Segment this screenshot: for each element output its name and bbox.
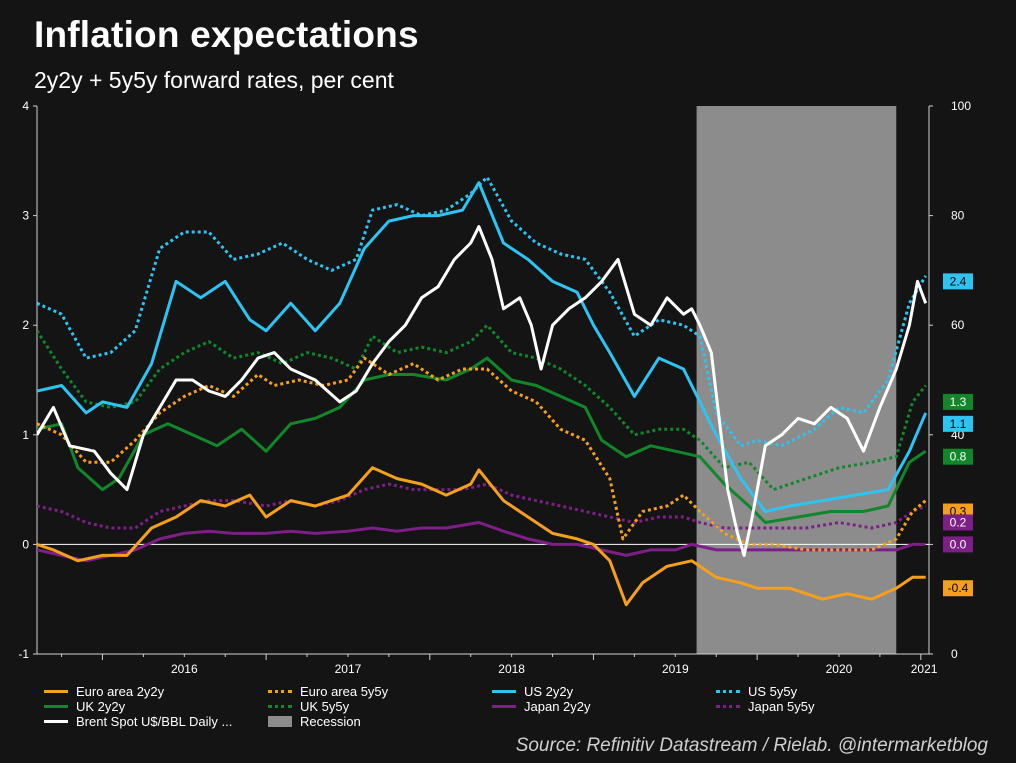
legend-label: Japan 2y2y: [524, 699, 591, 714]
y-left-tick-label: 2: [22, 318, 29, 332]
legend-label: Euro area 5y5y: [300, 684, 389, 699]
end-value-label: 0.8: [943, 448, 973, 465]
chart-title: Inflation expectations: [34, 14, 419, 55]
svg-text:0.8: 0.8: [950, 450, 967, 464]
x-tick-label: 2018: [498, 662, 525, 676]
legend-label: US 5y5y: [748, 684, 798, 699]
y-right-tick-label: 60: [951, 318, 965, 332]
legend-item: Euro area 5y5y: [268, 684, 388, 699]
end-value-label: 0.0: [943, 536, 973, 553]
end-value-label: 2.4: [943, 273, 973, 290]
legend-label: US 2y2y: [524, 684, 574, 699]
legend-label: Brent Spot U$/BBL Daily ...: [76, 714, 233, 729]
legend-item: Euro area 2y2y: [44, 684, 164, 699]
y-left-tick-label: 1: [22, 428, 29, 442]
end-value-label: -0.4: [943, 580, 973, 597]
legend-swatch: [492, 690, 516, 693]
legend-label: Recession: [300, 714, 361, 729]
y-left-tick-label: 4: [22, 99, 29, 113]
legend-swatch: [268, 716, 292, 727]
svg-text:0.2: 0.2: [950, 515, 967, 529]
legend-swatch: [44, 720, 68, 723]
y-right-tick-label: 0: [951, 647, 958, 661]
x-tick-label: 2021: [911, 662, 938, 676]
legend-item: UK 2y2y: [44, 699, 125, 714]
svg-text:2.4: 2.4: [950, 274, 967, 288]
end-value-label: 1.1: [943, 415, 973, 432]
legend-label: UK 5y5y: [300, 699, 350, 714]
legend-item: Japan 5y5y: [716, 699, 815, 714]
us-5y5y-line: [37, 175, 927, 448]
legend-swatch: [492, 705, 516, 708]
legend-swatch: [44, 705, 68, 708]
svg-text:0.0: 0.0: [950, 537, 967, 551]
euro-area-2y2y-line: [37, 466, 926, 607]
end-value-label: 1.3: [943, 393, 973, 410]
legend-item: Brent Spot U$/BBL Daily ...: [44, 714, 232, 729]
legend-swatch: [268, 705, 292, 708]
chart-subtitle: 2y2y + 5y5y forward rates, per cent: [34, 67, 394, 93]
legend-swatch: [716, 690, 740, 693]
legend-item: US 5y5y: [716, 684, 797, 699]
legend-label: UK 2y2y: [76, 699, 126, 714]
y-left-tick-label: -1: [18, 647, 29, 661]
legend-item: UK 5y5y: [268, 699, 349, 714]
legend-item: US 2y2y: [492, 684, 573, 699]
legend-swatch: [268, 690, 292, 693]
source-note: Source: Refinitiv Datastream / Rielab. @…: [515, 735, 988, 756]
x-tick-label: 2017: [335, 662, 362, 676]
end-value-label: 0.2: [943, 514, 973, 531]
svg-text:1.1: 1.1: [950, 417, 967, 431]
uk-2y2y-line: [37, 356, 927, 524]
recession-band: [696, 106, 897, 654]
legend-label: Japan 5y5y: [748, 699, 815, 714]
legend-swatch: [44, 690, 68, 693]
y-left-tick-label: 0: [22, 537, 29, 551]
us-2y2y-line: [37, 181, 928, 513]
legend-item-recession: Recession: [268, 714, 361, 729]
y-right-tick-label: 100: [951, 99, 971, 113]
y-right-tick-label: 80: [951, 209, 965, 223]
legend-label: Euro area 2y2y: [76, 684, 165, 699]
japan-2y2y-line: [37, 521, 926, 563]
x-tick-label: 2019: [662, 662, 689, 676]
x-tick-label: 2020: [826, 662, 853, 676]
y-left-tick-label: 3: [22, 209, 29, 223]
euro-area-5y5y-line: [37, 356, 927, 552]
brent-spot-u-bbl-daily-line: [37, 225, 928, 557]
x-tick-label: 2016: [171, 662, 198, 676]
legend-swatch: [716, 705, 740, 708]
legend-item: Japan 2y2y: [492, 699, 591, 714]
svg-text:1.3: 1.3: [950, 395, 967, 409]
uk-5y5y-line: [37, 323, 927, 492]
svg-text:-0.4: -0.4: [948, 581, 969, 595]
japan-5y5y-line: [37, 482, 927, 530]
